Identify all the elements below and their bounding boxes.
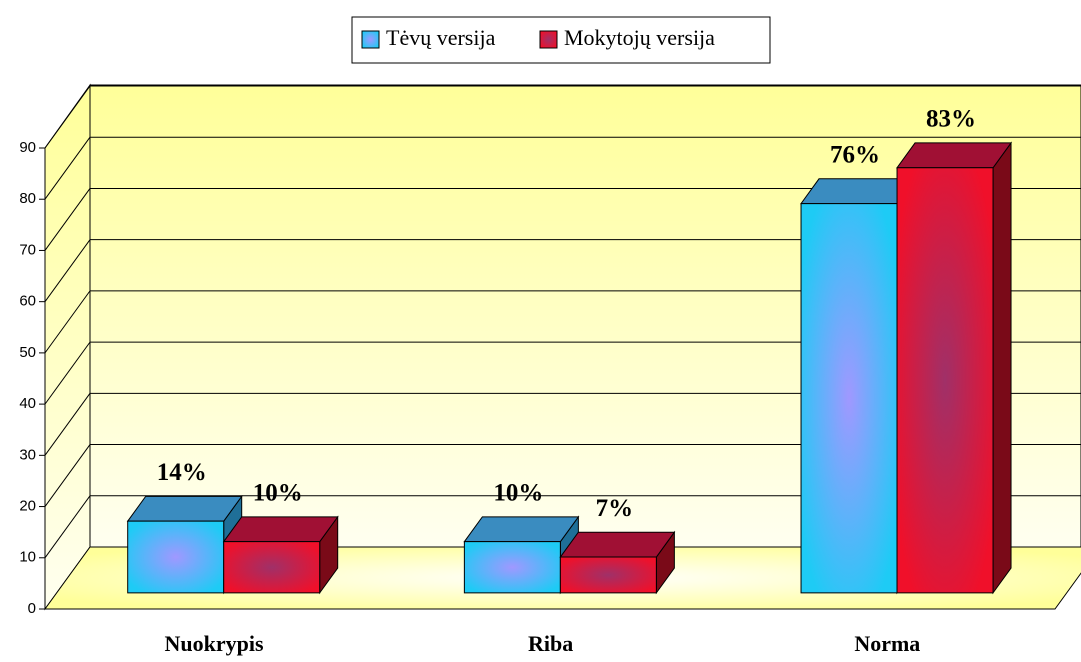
grid-line [44,290,91,354]
bar-front [896,167,994,594]
bar [463,515,580,595]
legend-label: Mokytojų versija [564,25,715,50]
bar [222,515,339,595]
y-tick-label: 80 [19,190,36,207]
bar-top [896,142,1013,169]
y-tick-label: 10 [19,549,36,566]
bar-front [223,541,321,594]
x-tick-label: Riba [528,631,573,656]
grid-line [44,188,91,251]
value-label: 83% [926,106,976,133]
grid-line [44,136,91,200]
bar-front [559,556,657,594]
legend [351,16,771,64]
legend-swatch [361,30,380,49]
bar-top [559,531,676,558]
grid-line [44,239,91,302]
value-label: 10% [493,480,543,507]
bar [559,530,676,595]
y-tick-label: 50 [19,344,36,361]
y-tick-label: 90 [19,139,36,156]
bar-top [222,516,339,543]
y-tick-label: 20 [19,498,36,515]
bar-front [463,541,561,594]
y-tick-label: 40 [19,395,36,412]
bar-front [800,203,898,594]
y-tick-label: 60 [19,293,36,310]
legend-swatch [539,30,558,49]
x-tick-label: Nuokrypis [164,631,263,656]
value-label: 76% [830,142,880,169]
bar-top [126,495,243,522]
grid-line [44,341,91,405]
y-tick-label: 0 [28,600,36,617]
legend-label: Tėvų versija [386,25,496,50]
grid-line [44,85,91,149]
x-tick-label: Norma [854,631,920,656]
grid-line [44,393,91,456]
y-tick-label: 70 [19,241,36,258]
grid-line [44,495,91,559]
bar-front [127,520,225,594]
side-wall [44,83,91,611]
value-label: 10% [253,480,303,507]
bar-top [463,516,580,543]
grid-line [44,444,91,507]
value-label: 7% [596,495,634,522]
bar [896,141,1013,595]
value-label: 14% [157,459,207,486]
y-tick-label: 30 [19,446,36,463]
bar-side [992,141,1012,595]
